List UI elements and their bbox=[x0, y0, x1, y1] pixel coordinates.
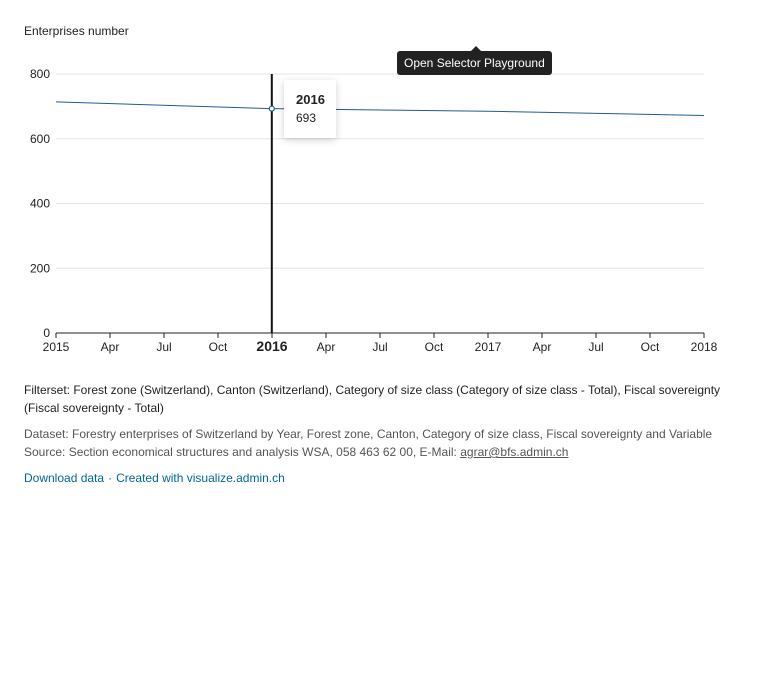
x-tick-label: 2015 bbox=[43, 340, 70, 354]
selector-playground-label: Open Selector Playground bbox=[404, 56, 545, 70]
tooltip-arrow bbox=[471, 46, 481, 51]
dataset-text: Dataset: Forestry enterprises of Switzer… bbox=[24, 427, 713, 441]
filterset-text: Filterset: Forest zone (Switzerland), Ca… bbox=[24, 383, 721, 415]
footer-links: Download data · Created with visualize.adm… bbox=[24, 469, 740, 487]
x-tick-label: Jul bbox=[156, 340, 171, 354]
x-tick-label: 2018 bbox=[691, 340, 718, 354]
tooltip-value: 693 bbox=[296, 111, 317, 125]
source-text: Source: Section economical structures an… bbox=[24, 445, 461, 459]
series-line bbox=[55, 101, 705, 116]
x-tick-label: Oct bbox=[641, 340, 660, 354]
y-tick-label: 0 bbox=[43, 326, 50, 340]
created-with-link[interactable]: Created with visualize.admin.ch bbox=[116, 471, 285, 485]
x-tick-label: Oct bbox=[209, 340, 228, 354]
chart-tooltip: 2016 693 bbox=[284, 80, 336, 138]
x-tick-label-highlight: 2016 bbox=[256, 338, 287, 354]
x-tick-label: Jul bbox=[372, 340, 387, 354]
y-tick-label: 400 bbox=[30, 197, 50, 211]
y-tick-label: 800 bbox=[30, 67, 50, 81]
dataset-info: Dataset: Forestry enterprises of Switzer… bbox=[24, 425, 740, 461]
x-tick-label: 2017 bbox=[475, 340, 502, 354]
source-line: Source: Section economical structures an… bbox=[24, 443, 740, 461]
x-tick-label: Apr bbox=[533, 340, 552, 354]
tooltip-year: 2016 bbox=[296, 92, 325, 107]
x-tick-label: Jul bbox=[588, 340, 603, 354]
email-link[interactable]: agrar@bfs.admin.ch bbox=[460, 445, 569, 459]
x-tick-label: Apr bbox=[317, 340, 336, 354]
y-axis-title: Enterprises number bbox=[24, 24, 129, 38]
line-chart: 0 200 400 600 800 2015 Apr Jul Oct 2016 Apr Jul Oct 2… bbox=[30, 67, 718, 354]
x-tick-label: Oct bbox=[425, 340, 444, 354]
selector-playground-tooltip[interactable]: Open Selector Playground bbox=[397, 46, 552, 75]
highlight-point bbox=[268, 105, 275, 112]
link-separator: · bbox=[108, 471, 113, 485]
x-tick-label: Apr bbox=[101, 340, 120, 354]
download-data-link[interactable]: Download data bbox=[24, 471, 105, 485]
y-tick-label: 200 bbox=[30, 261, 50, 275]
y-tick-label: 600 bbox=[30, 132, 50, 146]
